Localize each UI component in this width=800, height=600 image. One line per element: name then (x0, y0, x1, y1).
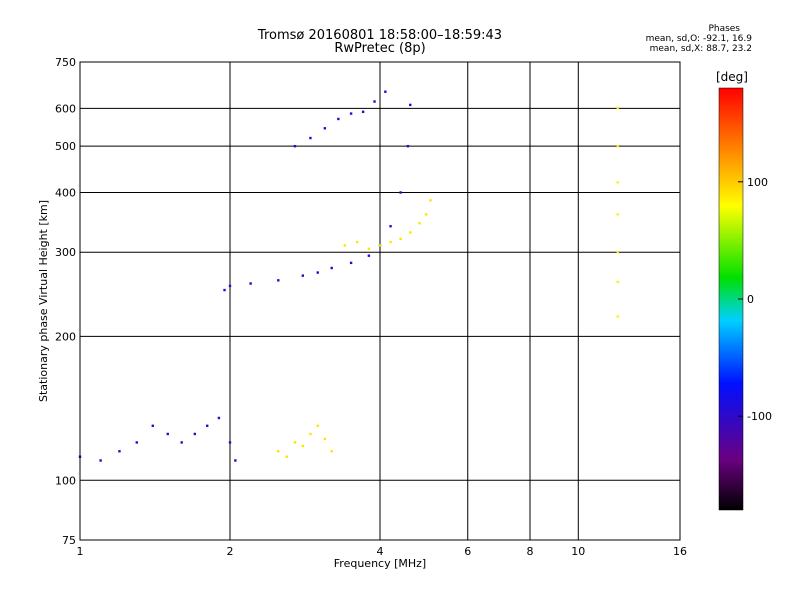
data-point (277, 279, 280, 282)
data-point (249, 282, 252, 285)
data-point (429, 199, 432, 202)
phase-stats-heading: Phases (708, 24, 740, 34)
data-point (293, 441, 297, 444)
colorbar-tick-label: -100 (747, 410, 772, 423)
data-point (309, 432, 312, 436)
trace (343, 199, 432, 250)
data-point (228, 441, 232, 444)
y-tick-label: 75 (62, 534, 76, 547)
data-point (277, 450, 280, 453)
data-point (330, 266, 333, 270)
y-tick-label: 500 (55, 140, 76, 153)
trace (223, 103, 412, 292)
data-point (301, 274, 305, 277)
data-point (193, 432, 197, 436)
data-point (399, 237, 402, 241)
data-point (355, 240, 359, 244)
x-tick-label: 10 (571, 545, 585, 558)
data-point (151, 424, 155, 428)
data-point (118, 450, 121, 453)
data-point (330, 450, 333, 453)
trace (78, 416, 237, 462)
data-point (349, 112, 353, 115)
data-point (616, 251, 619, 254)
x-tick-label: 4 (377, 545, 384, 558)
y-tick-label: 600 (55, 102, 76, 115)
x-tick-label: 2 (227, 545, 234, 558)
chart-subtitle: RwPretec (8p) (334, 41, 426, 56)
y-tick-label: 200 (55, 330, 76, 343)
data-point (323, 127, 327, 130)
data-point (378, 244, 382, 247)
y-tick-label: 750 (55, 56, 76, 69)
y-axis-label: Stationary phase Virtual Height [km] (37, 200, 50, 402)
x-tick-label: 16 (673, 545, 687, 558)
colorbar-tick-label: 100 (747, 176, 768, 189)
data-point (316, 271, 319, 274)
trace (293, 90, 387, 148)
data-point (234, 459, 237, 462)
x-tick-label: 1 (77, 545, 84, 558)
trace (616, 107, 619, 318)
colorbar-unit: [deg] (716, 70, 748, 84)
data-point (135, 441, 138, 444)
data-point (228, 284, 232, 288)
y-tick-label: 300 (55, 246, 76, 259)
data-point (301, 444, 305, 448)
y-tick-label: 400 (55, 186, 76, 199)
data-point (309, 136, 312, 140)
data-point (316, 424, 319, 428)
data-points (78, 90, 619, 462)
data-point (409, 103, 412, 107)
plot-frame (79, 61, 681, 541)
data-point (389, 240, 392, 244)
y-tick-label: 100 (55, 474, 76, 487)
colorbar-ticks: 100 0 -100 (738, 176, 772, 423)
data-point (409, 231, 412, 234)
data-point (337, 117, 340, 121)
data-point (223, 288, 226, 292)
data-point (616, 315, 619, 318)
data-point (616, 181, 619, 184)
data-point (367, 254, 371, 257)
data-point (343, 244, 347, 247)
data-point (349, 261, 353, 265)
data-point (406, 144, 410, 148)
x-tick-label: 8 (527, 545, 534, 558)
data-point (99, 459, 102, 462)
data-point (367, 247, 371, 250)
data-point (399, 191, 402, 194)
colorbar-tick-label: 0 (747, 293, 754, 306)
data-point (205, 424, 209, 428)
x-axis-ticks: 1 2 4 6 8 10 16 (77, 545, 688, 558)
trace (277, 424, 333, 458)
data-point (616, 213, 619, 216)
data-point (616, 144, 619, 148)
data-point (389, 225, 392, 228)
phase-stats-x: mean, sd,X: 88.7, 23.2 (649, 44, 752, 54)
data-point (180, 441, 183, 444)
data-point (285, 455, 288, 458)
data-point (616, 280, 619, 284)
chart-title: Tromsø 20160801 18:58:00–18:59:43 (257, 28, 503, 43)
data-point (418, 222, 421, 225)
data-point (361, 110, 365, 114)
data-point (323, 437, 327, 441)
grid-lines (80, 62, 680, 540)
y-axis-ticks: 75 100 200 300 400 500 600 750 (55, 56, 76, 547)
x-axis-label: Frequency [MHz] (334, 557, 426, 570)
x-tick-label: 6 (464, 545, 471, 558)
data-point (373, 100, 376, 103)
data-point (424, 213, 428, 216)
data-point (217, 416, 221, 420)
phase-stats-o: mean, sd,O: -92.1, 16.9 (645, 34, 752, 44)
data-point (166, 432, 169, 436)
data-point (616, 107, 619, 110)
data-point (293, 144, 297, 148)
data-point (384, 90, 387, 93)
